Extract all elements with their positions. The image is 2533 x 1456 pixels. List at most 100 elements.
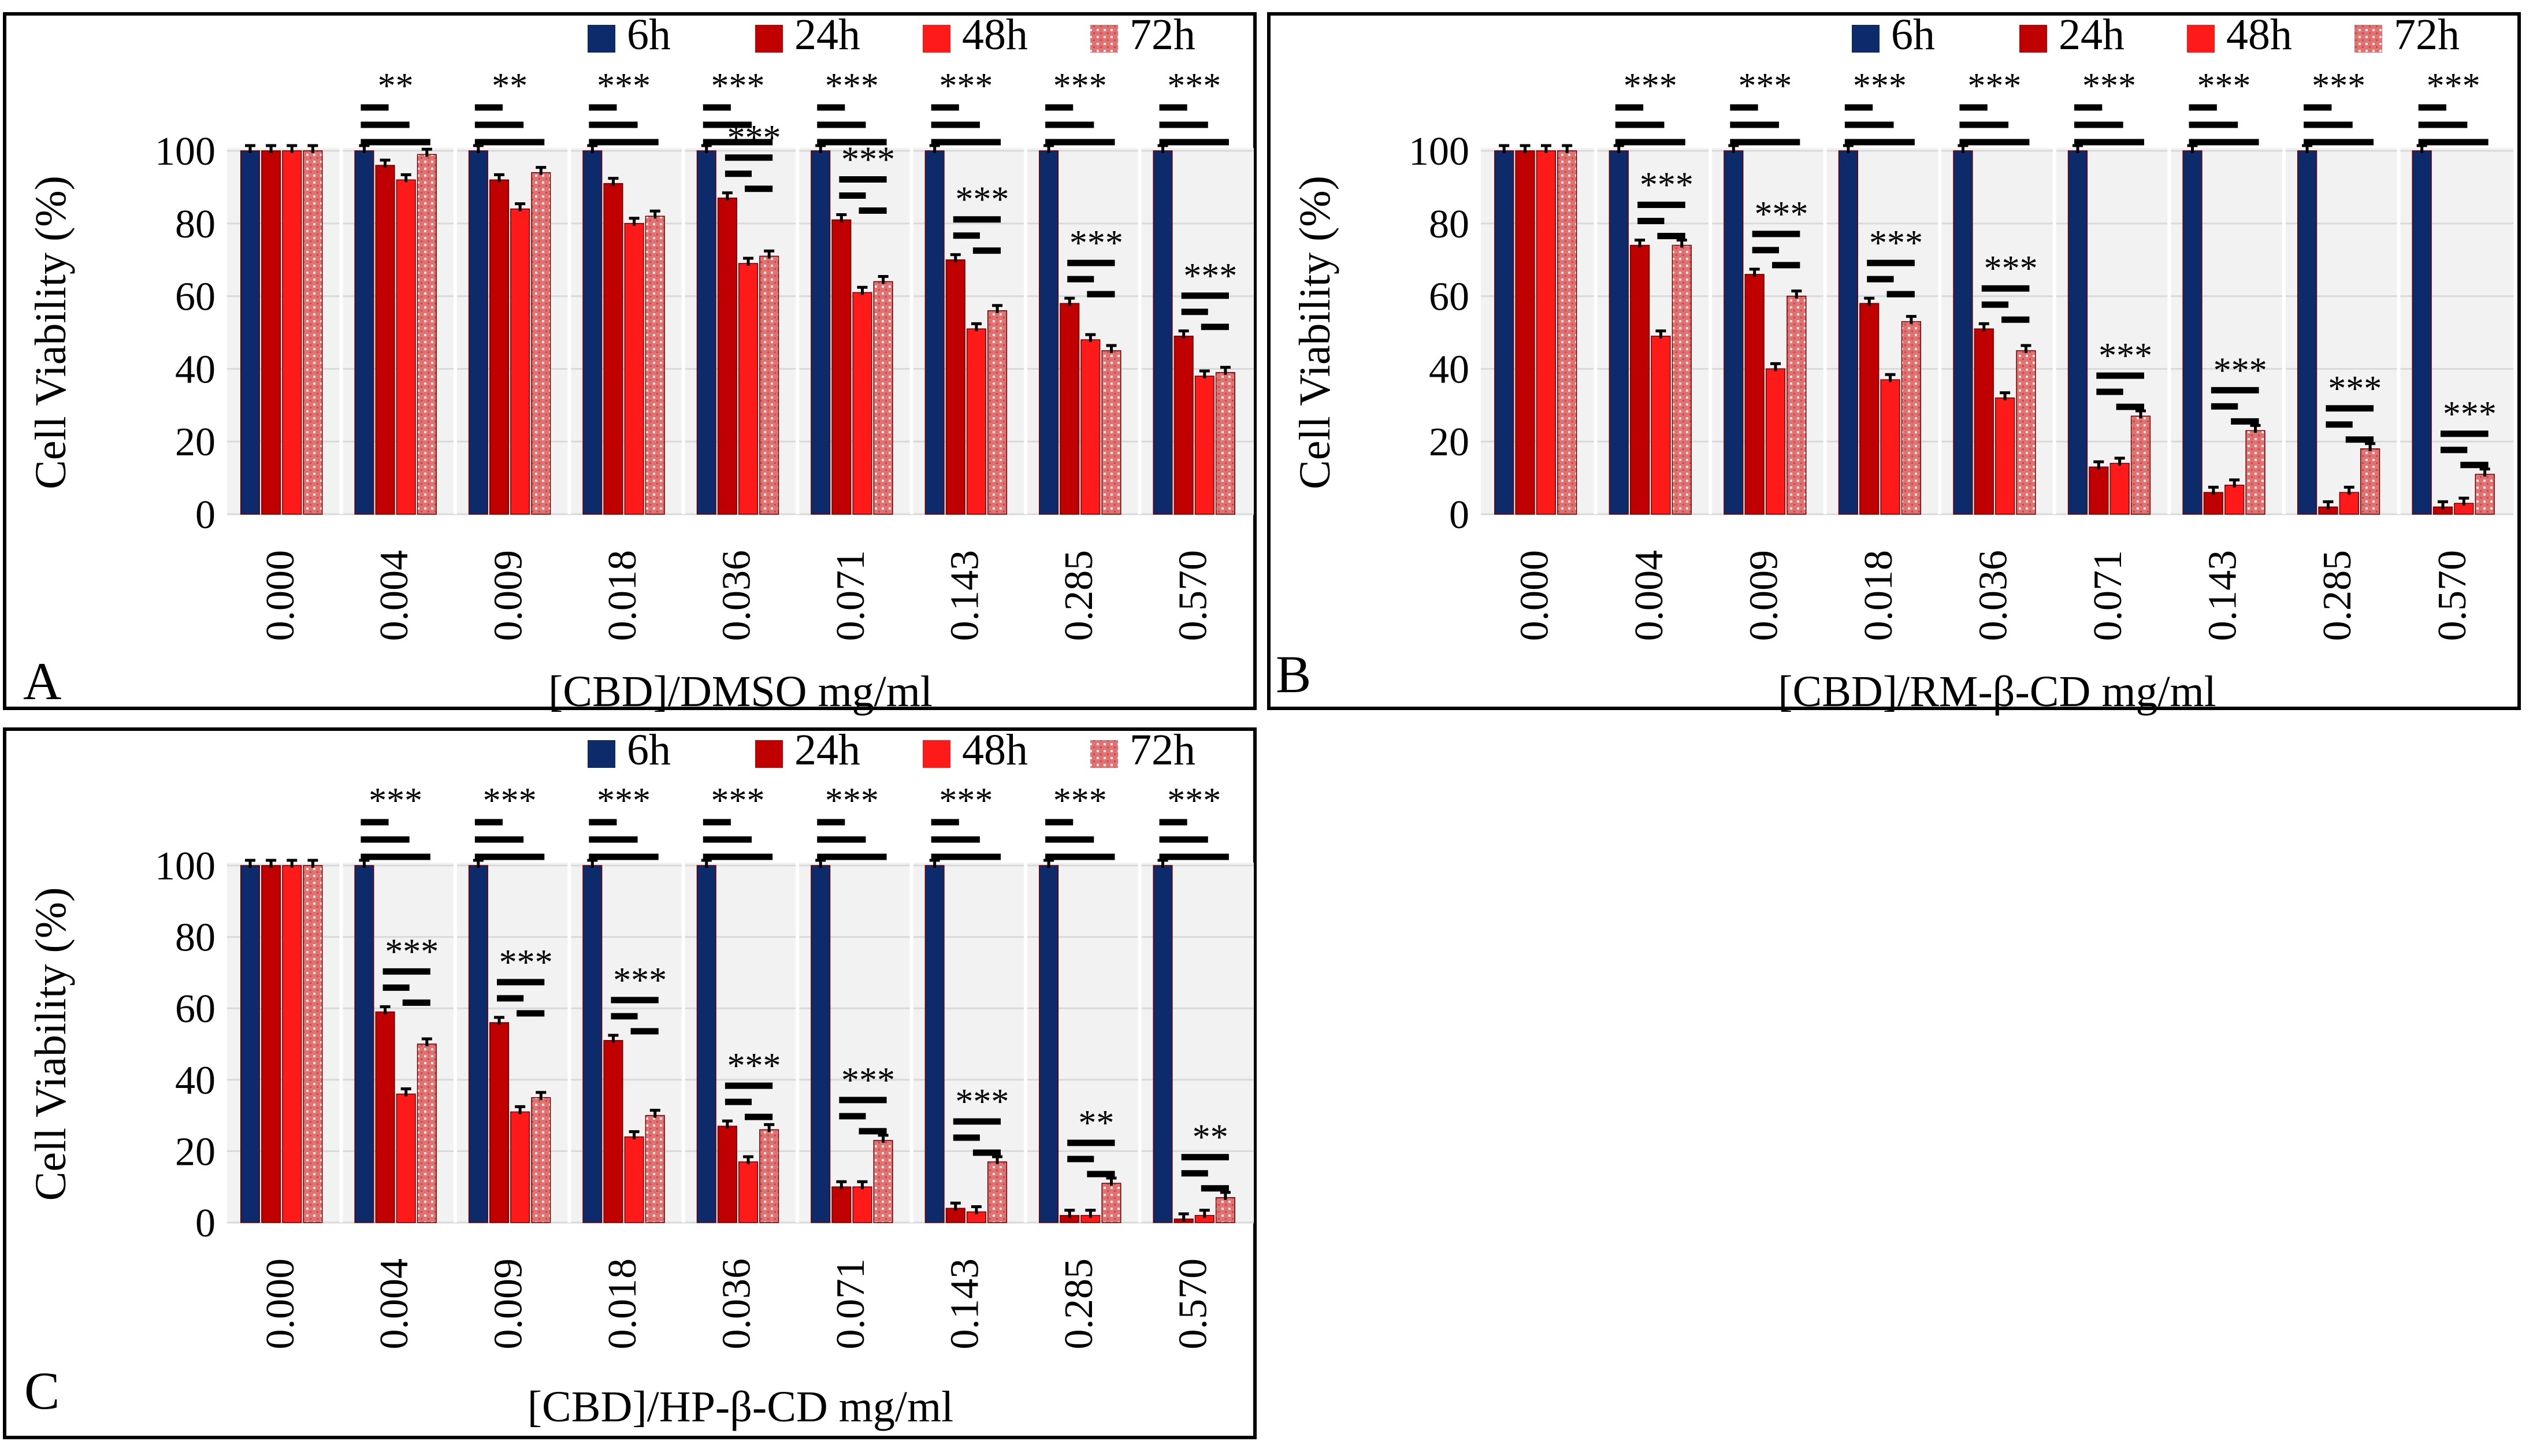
bar-6h-0.000 — [240, 865, 261, 1223]
bar-24h-0.143 — [2203, 492, 2224, 515]
significance-stars: *** — [2197, 66, 2251, 106]
legend-swatch-48h — [2187, 25, 2215, 53]
legend-label: 72h — [1130, 10, 1195, 59]
bar-72h-0.036 — [2016, 350, 2036, 515]
x-tick-label: 0.071 — [829, 550, 873, 641]
y-tick-label: 20 — [1429, 420, 1469, 465]
x-tick-label: 0.004 — [1627, 550, 1672, 641]
significance-stars-lower: *** — [1069, 224, 1123, 263]
bar-48h-0.071 — [852, 1186, 872, 1223]
bar-24h-0.000 — [261, 150, 281, 515]
significance-stars: *** — [2312, 66, 2365, 106]
y-tick-label: 100 — [155, 844, 216, 889]
legend-label: 48h — [962, 726, 1028, 774]
significance-stars: *** — [483, 781, 537, 820]
y-tick-label: 40 — [175, 347, 216, 392]
legend-label: 72h — [1130, 726, 1195, 774]
bar-6h-0.018 — [582, 865, 603, 1223]
significance-stars: *** — [2427, 66, 2480, 106]
y-tick-label: 60 — [1429, 275, 1469, 320]
x-tick-label: 0.071 — [2086, 550, 2130, 641]
bar-72h-0.018 — [645, 1115, 665, 1223]
bar-6h-0.285 — [1039, 150, 1059, 515]
bar-24h-0.018 — [603, 1040, 623, 1223]
bar-6h-0.018 — [582, 150, 603, 515]
y-axis-label: Cell Viability (%) — [27, 887, 75, 1201]
legend-swatch-24h — [2019, 25, 2047, 53]
bar-48h-0.071 — [852, 292, 872, 515]
significance-stars: *** — [711, 781, 764, 820]
bar-24h-0.143 — [945, 1208, 965, 1223]
bar-72h-0.004 — [417, 154, 437, 515]
bar-48h-0.018 — [624, 223, 644, 515]
x-tick-label: 0.285 — [1057, 550, 1101, 641]
y-tick-label: 100 — [1409, 129, 1469, 174]
significance-stars: *** — [1167, 781, 1221, 820]
bar-48h-0.036 — [738, 1161, 759, 1223]
bar-48h-0.009 — [510, 208, 530, 515]
bar-24h-0.009 — [489, 1022, 510, 1223]
x-tick-label: 0.009 — [486, 550, 531, 641]
bar-72h-0.071 — [2130, 415, 2151, 515]
bar-6h-0.036 — [1953, 150, 1973, 515]
bar-24h-0.285 — [1060, 303, 1080, 515]
bar-72h-0.000 — [303, 150, 323, 515]
bar-6h-0.570 — [1153, 150, 1173, 515]
y-tick-label: 100 — [155, 129, 216, 174]
bar-6h-0.009 — [1724, 150, 1744, 515]
x-tick-label: 0.036 — [715, 1258, 759, 1350]
bar-6h-0.071 — [811, 150, 831, 515]
bar-48h-0.018 — [1880, 379, 1900, 515]
y-tick-label: 0 — [1449, 493, 1469, 537]
bar-6h-0.009 — [468, 865, 488, 1223]
bar-72h-0.000 — [303, 865, 323, 1223]
y-tick-label: 0 — [195, 1201, 216, 1246]
x-tick-label: 0.018 — [1856, 550, 1901, 641]
bar-72h-0.071 — [873, 1140, 893, 1223]
legend-swatch-48h — [923, 740, 950, 768]
bar-24h-0.570 — [1173, 336, 1194, 515]
significance-stars-lower: *** — [499, 943, 553, 982]
bar-72h-0.285 — [1101, 350, 1121, 515]
legend-swatch-24h — [755, 25, 783, 53]
y-tick-label: 20 — [175, 1130, 216, 1174]
significance-stars: *** — [1624, 66, 1677, 106]
legend-swatch-72h — [1090, 25, 1118, 53]
significance-stars-lower: *** — [2328, 369, 2382, 408]
x-tick-label: 0.285 — [2315, 550, 2360, 641]
legend: 6h 24h 48h 72h — [588, 10, 1195, 59]
bar-24h-0.143 — [945, 259, 965, 515]
bar-24h-0.071 — [831, 219, 852, 515]
legend-swatch-24h — [755, 740, 783, 768]
bar-24h-0.000 — [261, 865, 281, 1223]
y-axis-label: Cell Viability (%) — [1291, 176, 1339, 489]
legend-label: 24h — [794, 726, 860, 774]
legend-label: 24h — [2059, 10, 2125, 59]
significance-stars-lower: ** — [1193, 1118, 1228, 1157]
bar-24h-0.036 — [717, 1126, 737, 1223]
significance-stars: *** — [711, 66, 764, 106]
significance-stars: *** — [1167, 66, 1221, 106]
panel-C: 0 20 40 60 80 100 0.000 0.004 *** *** 0.009 *** *** 0… — [3, 726, 1257, 1439]
significance-stars-lower: *** — [955, 1082, 1009, 1121]
legend-swatch-6h — [588, 740, 615, 768]
bar-48h-0.570 — [1194, 376, 1214, 515]
bar-72h-0.570 — [1215, 1197, 1235, 1223]
legend: 6h 24h 48h 72h — [588, 726, 1195, 774]
bar-6h-0.071 — [811, 865, 831, 1223]
bar-72h-0.143 — [987, 1161, 1008, 1223]
legend-label: 24h — [794, 10, 860, 59]
x-tick-label: 0.143 — [942, 550, 987, 641]
x-tick-label: 0.009 — [486, 1258, 531, 1350]
legend-swatch-72h — [2354, 25, 2382, 53]
y-tick-label: 60 — [175, 275, 216, 320]
bar-72h-0.004 — [1672, 244, 1692, 515]
y-tick-label: 20 — [175, 420, 216, 465]
significance-stars-lower: *** — [1754, 195, 1808, 234]
legend-label: 72h — [2394, 10, 2460, 59]
x-tick-label: 0.570 — [2430, 550, 2475, 641]
x-tick-label: 0.570 — [1171, 1258, 1215, 1350]
bar-6h-0.004 — [1609, 150, 1629, 515]
x-axis-label: [CBD]/DMSO mg/ml — [548, 667, 933, 716]
significance-stars: *** — [1738, 66, 1792, 106]
